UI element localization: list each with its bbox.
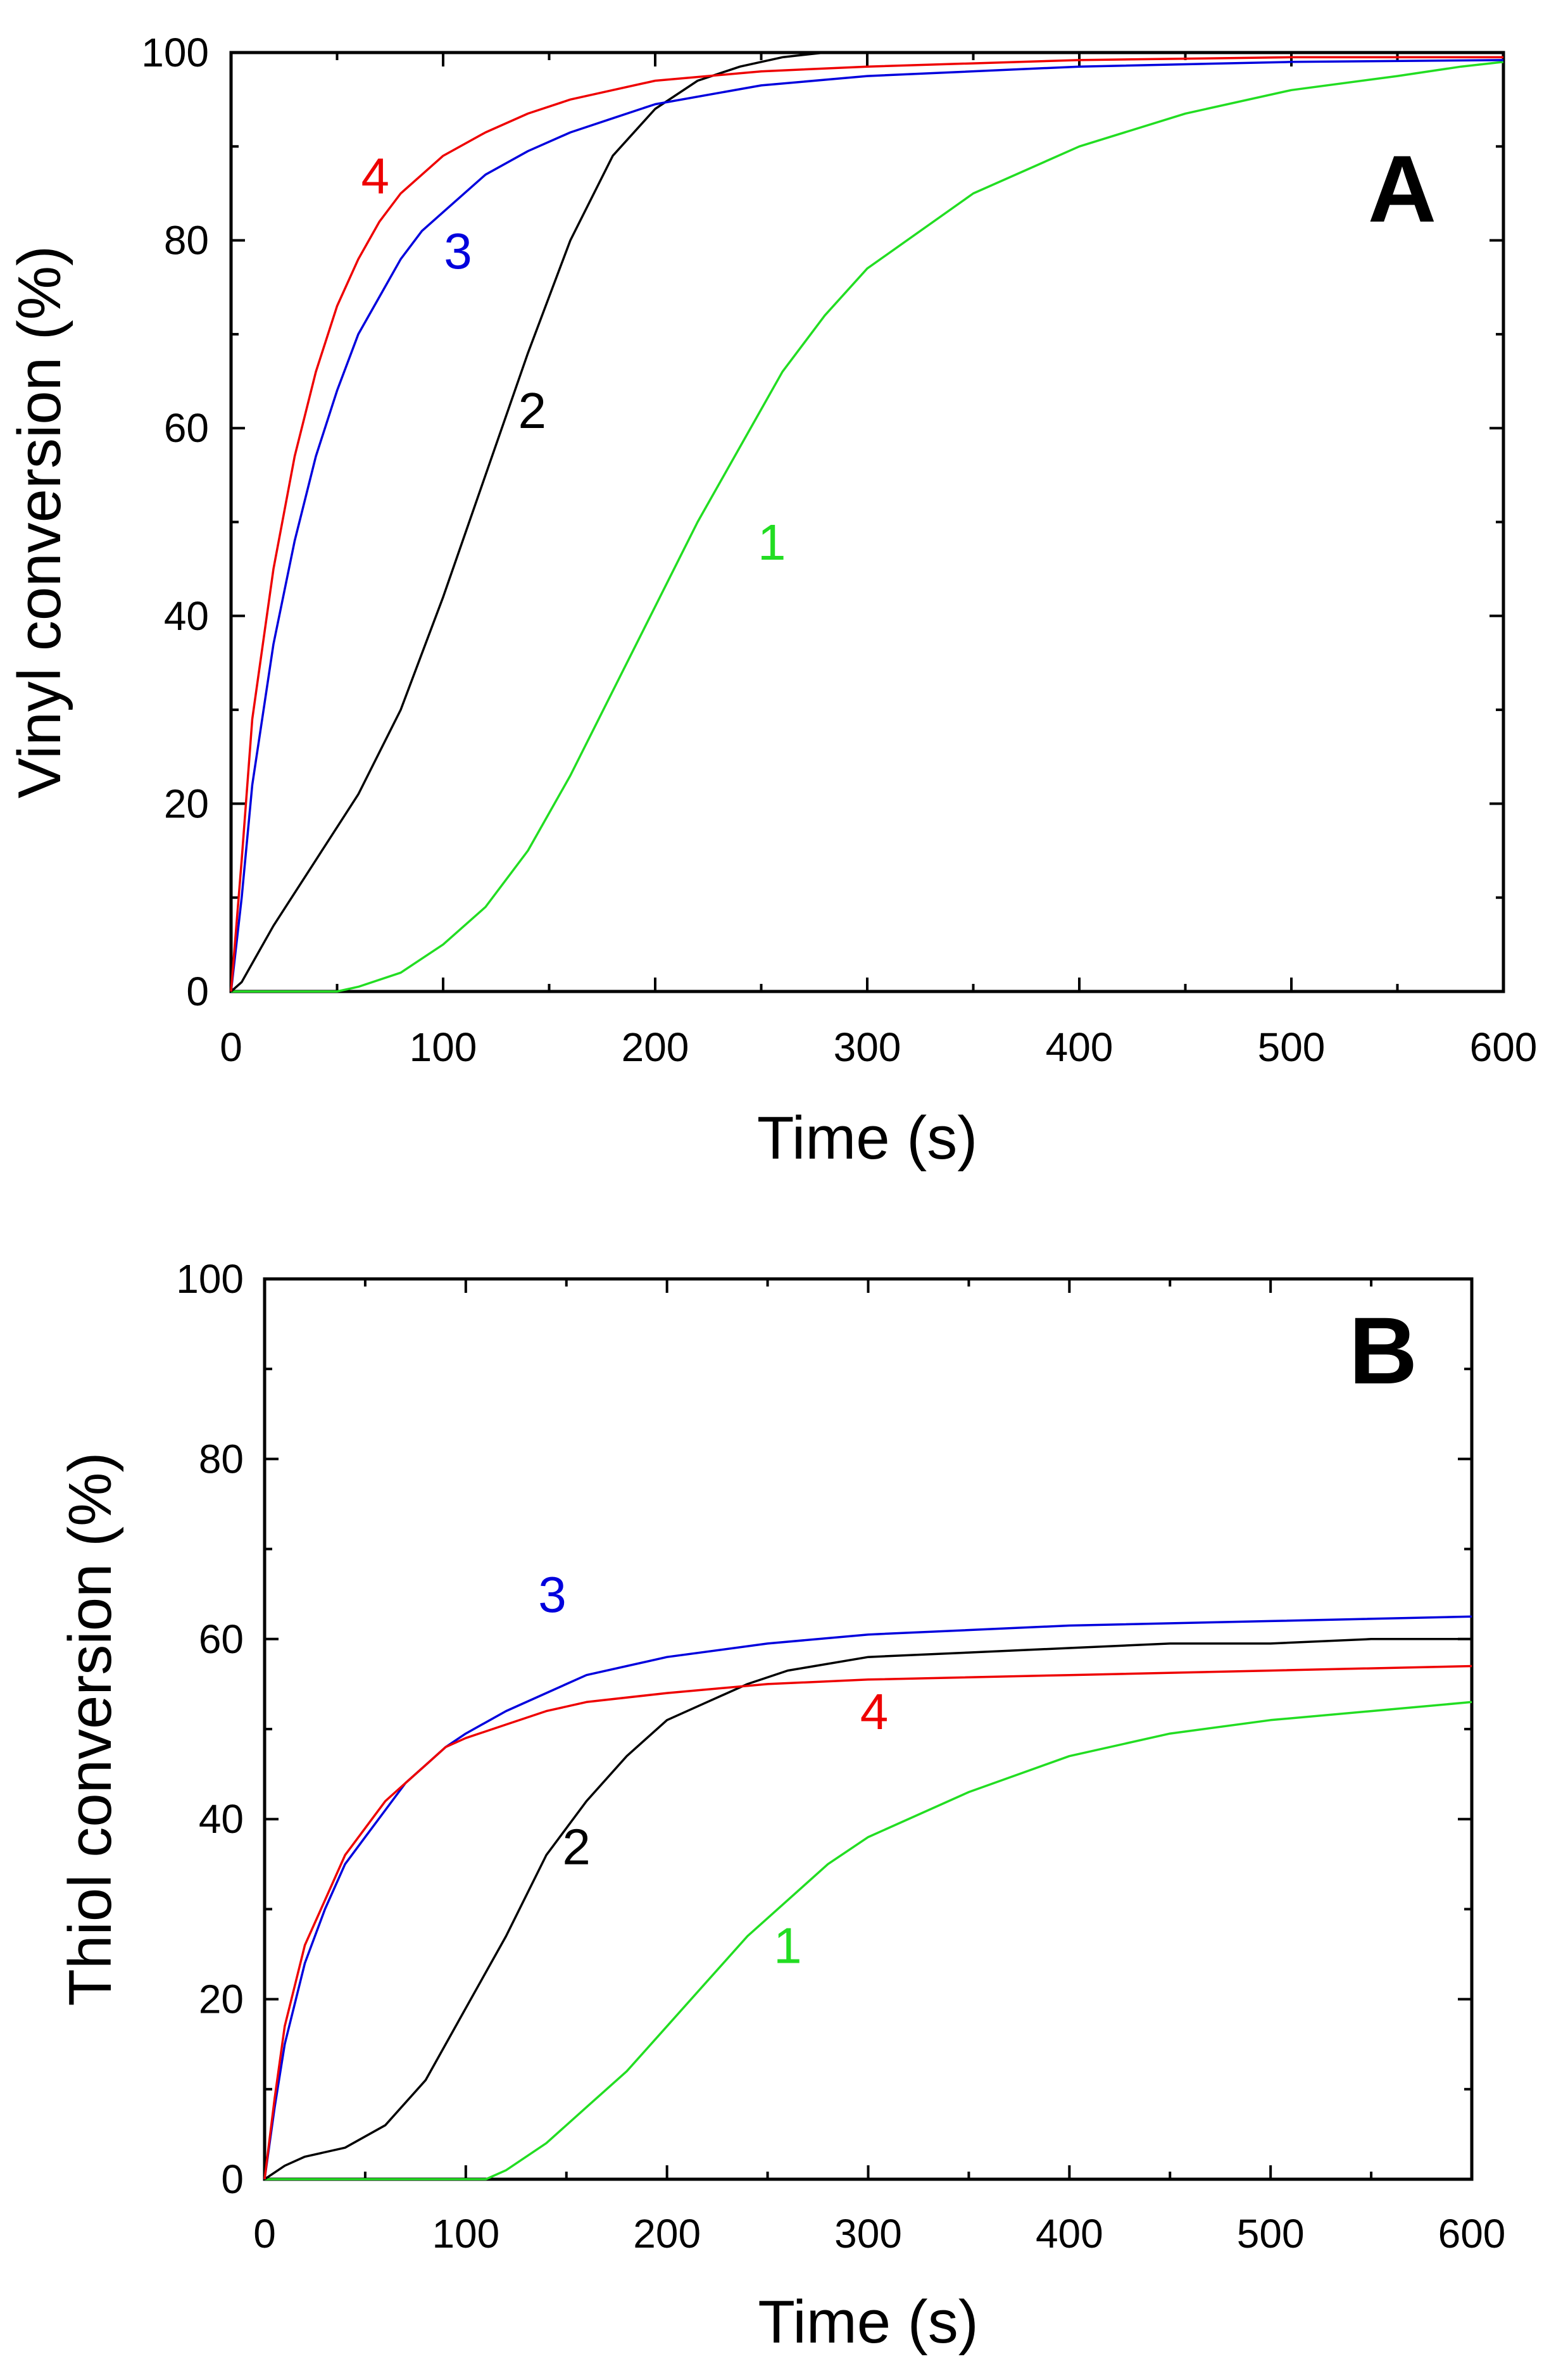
plot-frame <box>229 51 1505 993</box>
curve-label-1: 1 <box>774 1918 802 1974</box>
y-tick-label: 100 <box>176 1256 244 1302</box>
curve-label-4: 4 <box>361 148 390 204</box>
y-tick-label: 60 <box>199 1616 244 1662</box>
curve-label-3: 3 <box>538 1566 567 1623</box>
series-line-2 <box>264 1638 1472 2180</box>
curve-label-2: 2 <box>562 1818 591 1875</box>
x-tick-label: 200 <box>622 1024 689 1070</box>
series-line-1 <box>265 1701 1472 2180</box>
series-line-2 <box>230 51 1503 993</box>
y-tick-label: 100 <box>141 30 209 75</box>
x-tick-label: 600 <box>1470 1024 1538 1070</box>
x-tick-label: 0 <box>253 2211 276 2256</box>
series-line-1 <box>231 61 1504 993</box>
x-tick-label: 400 <box>1036 2211 1103 2256</box>
x-tick-label: 400 <box>1046 1024 1113 1070</box>
curve-label-4: 4 <box>860 1683 889 1740</box>
curve-label-1: 1 <box>758 514 786 570</box>
y-tick-label: 0 <box>221 2156 244 2202</box>
y-tick-label: 40 <box>199 1796 244 1842</box>
x-tick-label: 500 <box>1237 2211 1305 2256</box>
curve-label-3: 3 <box>444 223 472 279</box>
series-line-4 <box>230 56 1503 992</box>
y-axis-label: Vinyl conversion (%) <box>6 246 73 798</box>
x-tick-label: 200 <box>633 2211 701 2256</box>
y-tick-label: 60 <box>164 405 209 451</box>
x-axis-label: Time (s) <box>757 1104 977 1172</box>
y-tick-label: 20 <box>199 1977 244 2022</box>
y-tick-label: 0 <box>186 969 209 1014</box>
y-axis-label: Thiol conversion (%) <box>56 1452 124 2006</box>
x-tick-label: 100 <box>432 2211 499 2256</box>
series-line-3 <box>230 59 1504 992</box>
y-tick-label: 40 <box>164 593 209 639</box>
curve-label-2: 2 <box>518 382 546 439</box>
x-tick-label: 300 <box>834 1024 901 1070</box>
panel-label: B <box>1349 1297 1417 1404</box>
panel-label: A <box>1368 135 1436 242</box>
y-tick-label: 80 <box>199 1436 244 1482</box>
x-tick-label: 600 <box>1438 2211 1506 2256</box>
x-tick-label: 300 <box>834 2211 902 2256</box>
x-tick-label: 0 <box>220 1024 242 1070</box>
x-tick-label: 100 <box>410 1024 477 1070</box>
chart-panel-b: 0 100 200 300 400 500 600 0 20 40 60 80 100 Time (s) T… <box>56 1256 1505 2356</box>
series-line-4 <box>263 1664 1472 2180</box>
chart-panel-a: 0 100 200 300 400 500 600 0 20 40 60 80 100 Time (s) V… <box>6 30 1537 1172</box>
x-tick-label: 500 <box>1258 1024 1326 1070</box>
x-axis-label: Time (s) <box>758 2288 978 2356</box>
y-tick-label: 20 <box>164 781 209 826</box>
y-tick-label: 80 <box>164 218 209 263</box>
